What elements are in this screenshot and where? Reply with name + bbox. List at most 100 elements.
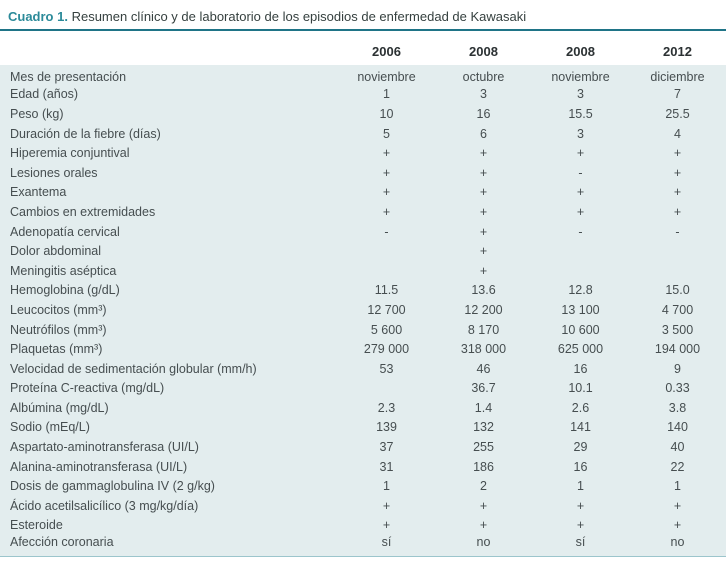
cell-value: 3.8 — [668, 400, 687, 415]
cell-value: + — [382, 204, 391, 219]
table-row: Afección coronaria sí no sí no — [0, 535, 726, 556]
table-row: Cambios en extremidades + + + + — [0, 202, 726, 222]
cell-value: 15.5 — [568, 106, 593, 121]
table-row: Edad (años) 1 3 3 7 — [0, 85, 726, 105]
cell-value: 1 — [674, 479, 681, 494]
table-row: Esteroide + + + + — [0, 516, 726, 536]
row-label: Velocidad de sedimentación globular (mm/… — [10, 361, 257, 376]
cell-value: 3 — [480, 87, 487, 102]
bottom-rule — [0, 556, 726, 558]
cell-value: 194 000 — [654, 342, 701, 357]
cell-value: sí — [575, 535, 586, 550]
cell-value: 15.0 — [665, 283, 690, 298]
cell-value: 318 000 — [460, 342, 507, 357]
cell-value: noviembre — [551, 70, 610, 85]
cell-value: 1 — [383, 479, 390, 494]
cell-value: 10 600 — [561, 322, 600, 337]
cell-value: 6 — [480, 126, 487, 141]
cell-value: octubre — [462, 70, 505, 85]
row-label: Sodio (mEq/L) — [10, 420, 90, 435]
cell-value: 0.33 — [665, 381, 690, 396]
cell-value: 8 170 — [467, 322, 500, 337]
cell-value: 132 — [473, 420, 494, 435]
cell-value: + — [479, 518, 488, 533]
cell-value: 625 000 — [557, 342, 604, 357]
cell-value: 13.6 — [471, 283, 496, 298]
row-label: Cambios en extremidades — [10, 204, 156, 219]
cell-value: 12.8 — [568, 283, 593, 298]
table-row: Meningitis aséptica + — [0, 261, 726, 281]
cell-value: 4 700 — [661, 302, 694, 317]
cell-value: 13 100 — [561, 302, 600, 317]
row-label: Duración de la fiebre (días) — [10, 126, 161, 141]
cell-value: + — [576, 518, 585, 533]
cell-value — [532, 261, 629, 281]
cell-value: 12 700 — [367, 302, 406, 317]
table-row: Adenopatía cervical - + - - — [0, 222, 726, 242]
cell-value: 2 — [480, 479, 487, 494]
cell-value: - — [384, 224, 389, 239]
cell-value: 3 — [577, 87, 584, 102]
row-label: Proteína C-reactiva (mg/dL) — [10, 381, 165, 396]
table-row: Aspartato-aminotransferasa (UI/L) 37 255 29… — [0, 437, 726, 457]
table-row: Albúmina (mg/dL) 2.3 1.4 2.6 3.8 — [0, 398, 726, 418]
year-column-header-0: 2006 — [372, 43, 401, 59]
cell-value: 3 — [577, 126, 584, 141]
cell-value: 29 — [573, 440, 588, 455]
table-row: Leucocitos (mm³) 12 700 12 200 13 100 4 700 — [0, 300, 726, 320]
cell-value: + — [576, 498, 585, 513]
year-column-header-2: 2008 — [566, 43, 595, 59]
row-label: Dosis de gammaglobulina IV (2 g/kg) — [10, 479, 215, 494]
cell-value: 37 — [379, 440, 394, 455]
cell-value: + — [382, 185, 391, 200]
cell-value: 12 200 — [464, 302, 503, 317]
cell-value: + — [382, 498, 391, 513]
cell-value: + — [673, 204, 682, 219]
cell-value: noviembre — [357, 70, 416, 85]
row-label: Peso (kg) — [10, 106, 64, 121]
table-number-label: Cuadro 1. — [8, 9, 68, 24]
cell-value: 5 — [383, 126, 390, 141]
table-row: Hiperemia conjuntival + + + + — [0, 143, 726, 163]
cell-value: + — [576, 146, 585, 161]
year-column-header-1: 2008 — [469, 43, 498, 59]
cell-value: 2.3 — [377, 400, 396, 415]
cell-value: + — [382, 146, 391, 161]
cell-value: 1 — [577, 479, 584, 494]
cell-value: - — [578, 165, 583, 180]
cell-value: 7 — [674, 87, 681, 102]
cell-value: 255 — [473, 440, 494, 455]
table-row: Ácido acetilsalicílico (3 mg/kg/día) + + + + — [0, 496, 726, 516]
table-title-text: Resumen clínico y de laboratorio de los … — [67, 9, 527, 24]
cell-value: + — [673, 146, 682, 161]
cell-value — [338, 241, 435, 261]
cell-value — [338, 379, 435, 399]
table-row: Lesiones orales + + - + — [0, 163, 726, 183]
cell-value: + — [479, 263, 488, 278]
header-spacer — [0, 31, 338, 65]
table-row: Proteína C-reactiva (mg/dL) 36.7 10.1 0.33 — [0, 379, 726, 399]
table-row: Neutrófilos (mm³) 5 600 8 170 10 600 3 500 — [0, 320, 726, 340]
row-label: Mes de presentación — [10, 70, 127, 85]
cell-value: + — [479, 244, 488, 259]
clinical-lab-summary-table: 2006 2008 2008 2012 Mes de presentación novi… — [0, 31, 726, 557]
table-body: Mes de presentación noviembre octubre novie… — [0, 65, 726, 557]
cell-value: + — [479, 165, 488, 180]
cell-value: 140 — [667, 420, 688, 435]
cell-value: + — [479, 146, 488, 161]
row-label: Ácido acetilsalicílico (3 mg/kg/día) — [10, 498, 199, 513]
table-row: Plaquetas (mm³) 279 000 318 000 625 000 194 … — [0, 339, 726, 359]
cell-value: diciembre — [650, 70, 705, 85]
cell-value: + — [576, 204, 585, 219]
row-label: Afección coronaria — [10, 535, 114, 550]
cell-value: + — [479, 498, 488, 513]
cell-value: + — [479, 204, 488, 219]
cell-value: 46 — [476, 361, 491, 376]
cell-value: + — [673, 518, 682, 533]
cell-value: 4 — [674, 126, 681, 141]
row-label: Esteroide — [10, 518, 63, 533]
cell-value: 16 — [476, 106, 491, 121]
cell-value: 40 — [670, 440, 685, 455]
row-label: Leucocitos (mm³) — [10, 302, 107, 317]
